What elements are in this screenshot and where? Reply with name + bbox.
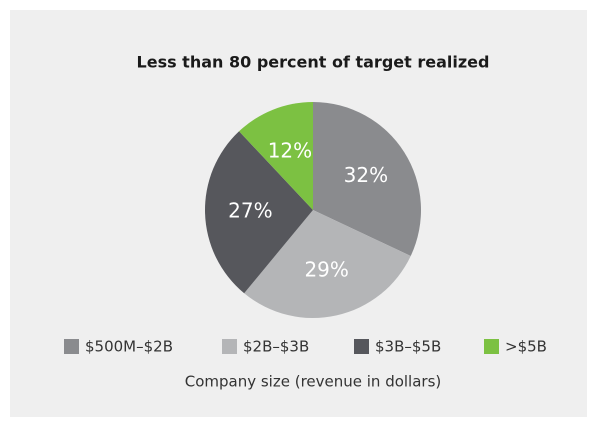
pie-slice [239,102,313,210]
legend-swatch [64,339,79,354]
slice-label: 27% [228,198,272,222]
legend-label: $3B–$5B [375,338,441,356]
legend-label: $2B–$3B [243,338,309,356]
pie-slice [313,102,421,256]
legend-swatch [484,339,499,354]
slice-label: 12% [268,138,312,162]
legend-swatch [354,339,369,354]
x-axis-label: Company size (revenue in dollars) [185,373,442,391]
legend-label: $500M–$2B [85,338,173,356]
pie-slice [205,131,313,294]
legend-label: >$5B [505,338,547,356]
slice-label: 32% [344,163,388,187]
slice-label: 29% [304,258,348,282]
pie-slice [244,210,411,318]
chart-title: Less than 80 percent of target realized [137,53,490,72]
legend-swatch [222,339,237,354]
